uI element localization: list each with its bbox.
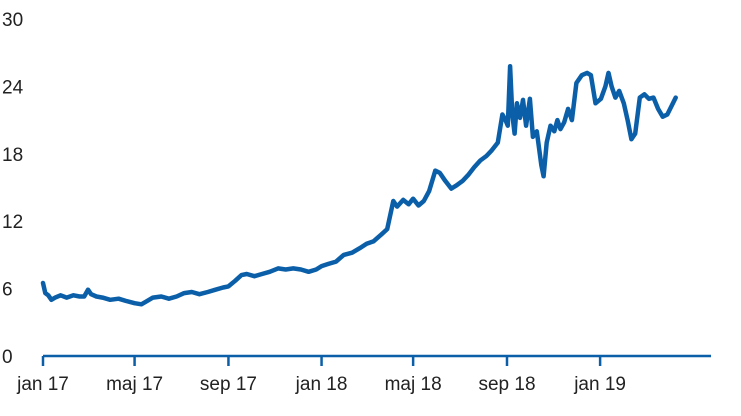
y-axis-tick-labels: 0 6 12 18 24 30 [2, 10, 24, 368]
x-tick-label: jan 17 [16, 374, 69, 395]
y-tick-label: 30 [2, 10, 23, 31]
x-tick-label: jan 18 [295, 374, 348, 395]
y-tick-label: 0 [2, 347, 13, 368]
series-line [40, 63, 678, 307]
x-tick-label: sep 18 [478, 374, 535, 395]
x-tick-label: jan 19 [573, 374, 626, 395]
y-tick-label: 12 [2, 212, 23, 233]
x-axis-tick-marks [41, 356, 602, 366]
y-tick-label: 18 [2, 145, 23, 166]
y-tick-label: 24 [2, 77, 24, 98]
x-tick-label: maj 17 [106, 374, 163, 395]
y-tick-label: 6 [2, 280, 13, 301]
x-tick-label: sep 17 [200, 374, 257, 395]
x-axis-tick-labels: jan 17 maj 17 sep 17 jan 18 maj 18 sep 18 jan … [16, 374, 626, 395]
x-tick-label: maj 18 [385, 374, 442, 395]
